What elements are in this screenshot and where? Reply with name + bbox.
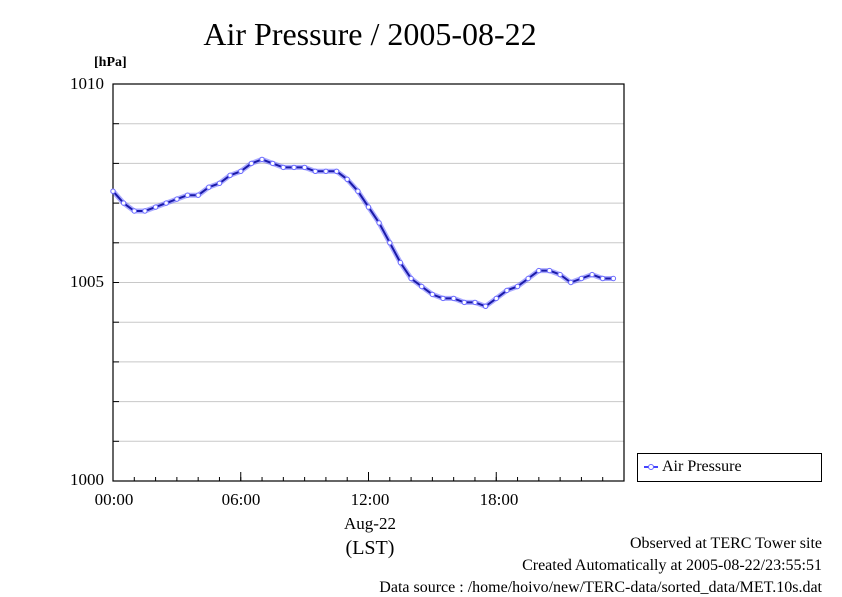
legend-label: Air Pressure xyxy=(662,458,742,475)
data-point xyxy=(387,240,393,246)
data-point xyxy=(238,168,244,175)
data-point xyxy=(504,287,510,294)
data-point xyxy=(557,271,563,278)
y-tick-label-1005: 1005 xyxy=(70,272,104,291)
chart-title: Air Pressure / 2005-08-22 xyxy=(203,16,537,52)
data-point xyxy=(568,279,574,286)
data-point xyxy=(131,208,138,214)
data-point xyxy=(610,275,617,282)
x-tick-label-1200: 12:00 xyxy=(350,490,390,509)
data-point xyxy=(301,164,308,171)
data-point xyxy=(163,200,169,206)
data-point xyxy=(184,192,191,198)
data-point xyxy=(493,295,499,302)
data-point xyxy=(120,200,127,206)
x-axis-title: (LST) xyxy=(345,537,395,559)
data-point xyxy=(376,220,382,226)
y-tick-label-1000: 1000 xyxy=(70,470,104,489)
data-point xyxy=(152,204,159,210)
data-point xyxy=(461,299,467,306)
data-point xyxy=(344,176,350,183)
data-point xyxy=(216,180,223,187)
data-point xyxy=(323,168,329,175)
plot-frame xyxy=(112,83,625,482)
y-tick-label-1010: 1010 xyxy=(70,74,104,93)
data-point xyxy=(600,275,606,282)
footer-source: Data source : /home/hoivo/new/TERC-data/… xyxy=(379,579,822,596)
data-point xyxy=(419,283,425,290)
data-point xyxy=(365,204,372,210)
x-tick-label-0600: 06:00 xyxy=(221,490,261,509)
data-point xyxy=(440,295,446,302)
data-point xyxy=(589,271,595,278)
data-point xyxy=(525,275,531,282)
x-tick-label-1800: 18:00 xyxy=(479,490,519,509)
series-line xyxy=(112,158,614,308)
data-point xyxy=(397,259,404,266)
x-tick-label-0000: 00:00 xyxy=(94,490,134,509)
data-point xyxy=(408,275,414,282)
footer-created: Created Automatically at 2005-08-22/23:5… xyxy=(522,557,822,574)
legend-swatch xyxy=(644,464,658,470)
series-band xyxy=(111,156,614,309)
data-point xyxy=(227,172,233,179)
data-point xyxy=(195,192,201,198)
data-point xyxy=(248,160,255,167)
data-point xyxy=(312,168,318,175)
data-point xyxy=(280,164,286,171)
data-point xyxy=(472,299,478,306)
data-point xyxy=(578,275,585,282)
data-point xyxy=(291,164,297,171)
y-axis-unit: [hPa] xyxy=(94,55,127,70)
footer-observed: Observed at TERC Tower site xyxy=(629,535,822,552)
data-point xyxy=(355,188,361,194)
data-point xyxy=(110,188,116,194)
data-point xyxy=(451,295,457,302)
data-point xyxy=(546,267,553,274)
data-point xyxy=(142,208,148,214)
data-point xyxy=(174,196,180,202)
data-point xyxy=(536,267,542,274)
data-point xyxy=(206,184,212,190)
data-point xyxy=(270,160,276,167)
data-point xyxy=(514,283,521,290)
data-point xyxy=(429,291,436,298)
data-point xyxy=(482,303,489,309)
legend: Air Pressure xyxy=(637,453,822,482)
data-point xyxy=(333,168,340,175)
x-date-label: Aug-22 xyxy=(344,514,396,533)
data-point xyxy=(259,156,265,163)
